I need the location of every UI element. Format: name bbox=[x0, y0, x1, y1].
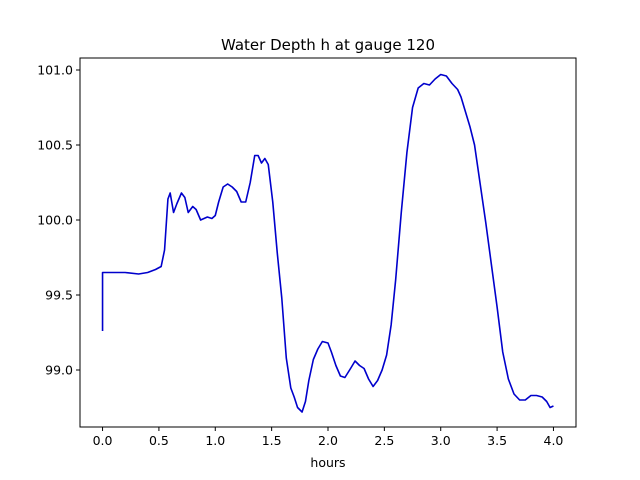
y-tick-label: 100.0 bbox=[37, 213, 73, 228]
x-tick-label: 1.5 bbox=[262, 433, 282, 448]
x-tick-label: 4.0 bbox=[544, 433, 564, 448]
x-tick-label: 3.5 bbox=[487, 433, 507, 448]
y-tick-label: 101.0 bbox=[37, 63, 73, 78]
y-tick-label: 99.0 bbox=[45, 363, 73, 378]
y-tick-label: 99.5 bbox=[45, 288, 73, 303]
chart-title: Water Depth h at gauge 120 bbox=[221, 36, 435, 54]
y-axis: 99.0 99.5 100.0 100.5 101.0 bbox=[37, 63, 80, 378]
x-tick-label: 0.5 bbox=[149, 433, 169, 448]
series-line-0 bbox=[101, 73, 554, 413]
y-tick-label: 100.5 bbox=[37, 138, 73, 153]
x-axis-label: hours bbox=[310, 455, 345, 470]
x-tick-label: 3.0 bbox=[431, 433, 451, 448]
x-axis: 0.0 0.5 1.0 1.5 2.0 2.5 3.0 3.5 4.0 bbox=[93, 427, 564, 448]
plot-area bbox=[101, 73, 554, 413]
x-tick-label: 0.0 bbox=[93, 433, 113, 448]
plot-frame bbox=[79, 57, 577, 428]
x-tick-label: 1.0 bbox=[205, 433, 225, 448]
x-tick-label: 2.0 bbox=[318, 433, 338, 448]
x-tick-label: 2.5 bbox=[374, 433, 394, 448]
